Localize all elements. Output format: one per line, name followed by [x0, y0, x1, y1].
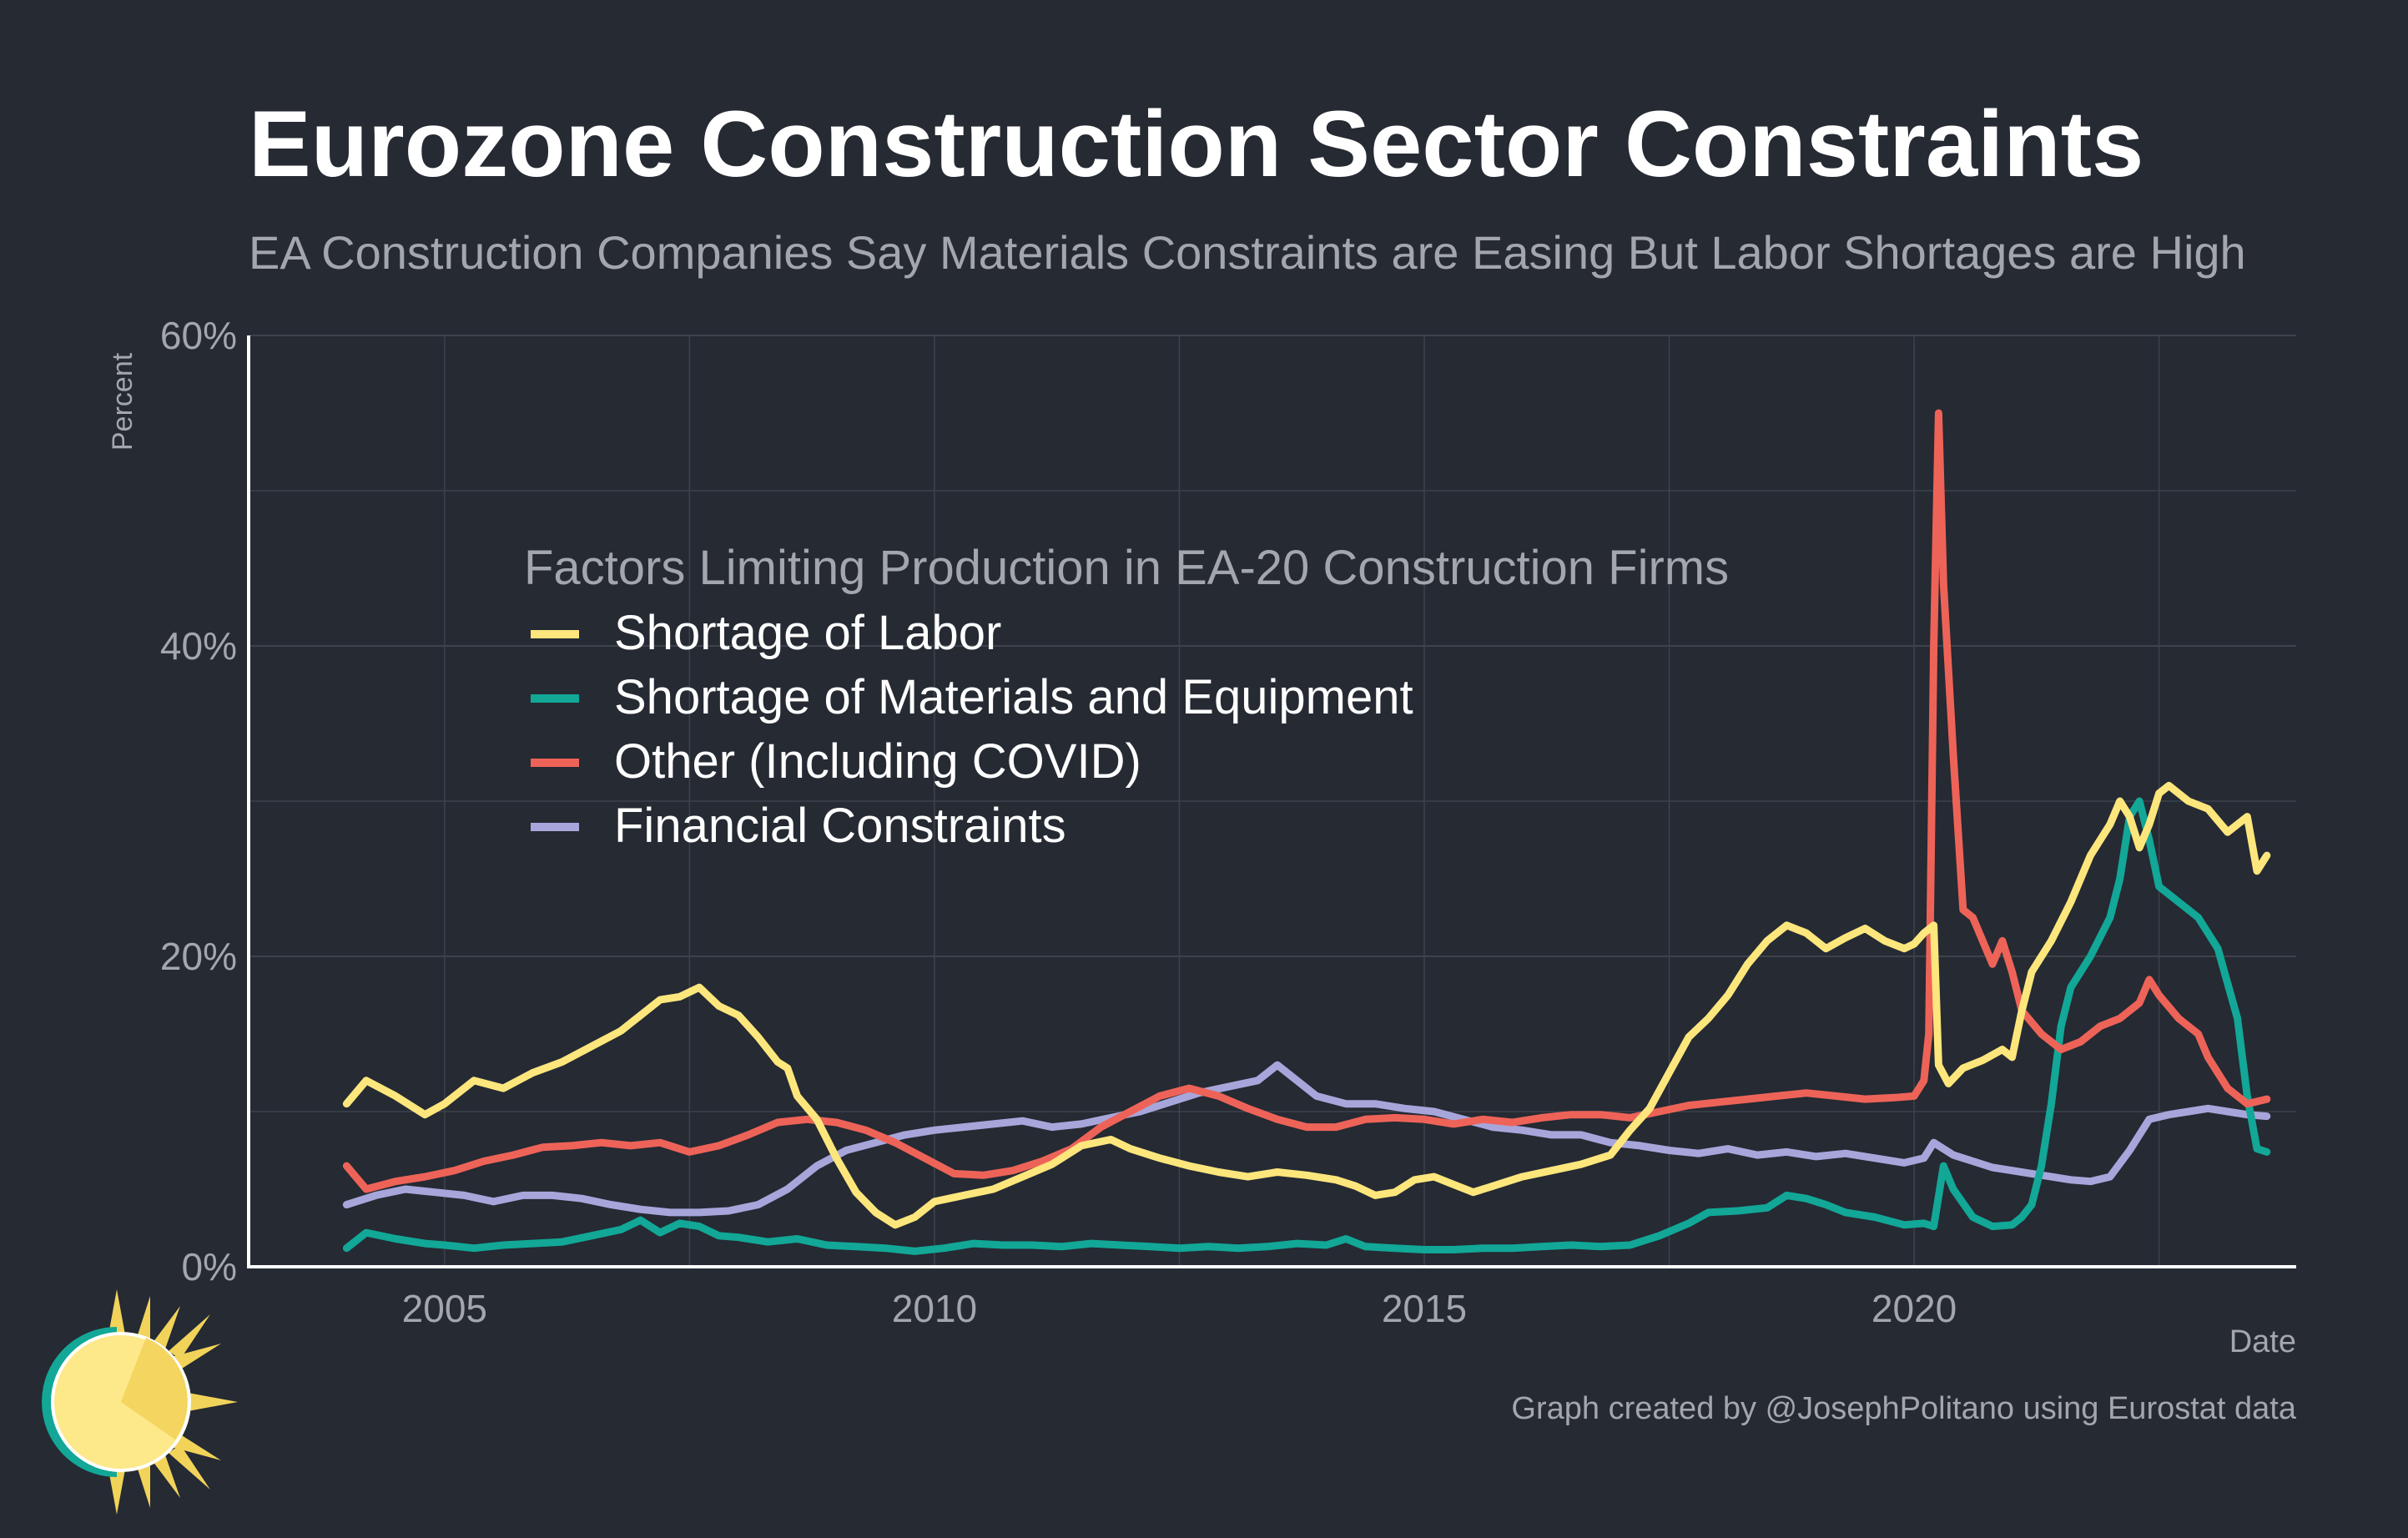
tick-labels: 0% 20% 40% 60% 2005 2010 2015 2020 — [160, 314, 1957, 1330]
legend: Factors Limiting Production in EA-20 Con… — [524, 541, 1729, 853]
series-line — [342, 781, 2271, 1229]
grid-lines — [249, 335, 2296, 1268]
series-lines — [342, 409, 2271, 1255]
x-tick-label: 2005 — [402, 1287, 487, 1330]
sun-logo-icon — [42, 1289, 238, 1515]
y-tick-label: 20% — [160, 935, 237, 978]
legend-label: Shortage of Labor — [614, 606, 1001, 660]
x-tick-label: 2010 — [892, 1287, 977, 1330]
legend-label: Financial Constraints — [614, 799, 1066, 853]
x-tick-label: 2015 — [1382, 1287, 1467, 1330]
series-line — [342, 409, 2271, 1193]
chart-title: Eurozone Construction Sector Constraints — [249, 92, 2144, 196]
y-axis-label: Percent — [107, 352, 139, 451]
legend-label: Shortage of Materials and Equipment — [614, 670, 1413, 724]
legend-label: Other (Including COVID) — [614, 734, 1141, 789]
y-tick-label: 0% — [182, 1245, 237, 1288]
series-line — [342, 1061, 2271, 1217]
x-tick-label: 2020 — [1871, 1287, 1957, 1330]
y-tick-label: 40% — [160, 624, 237, 668]
source-caption: Graph created by @JosephPolitano using E… — [1511, 1391, 2296, 1426]
x-axis-label: Date — [2229, 1324, 2296, 1359]
series-line — [342, 797, 2271, 1255]
axes — [247, 335, 2296, 1268]
chart-subtitle: EA Construction Companies Say Materials … — [249, 226, 2246, 279]
y-tick-label: 60% — [160, 314, 237, 357]
legend-title: Factors Limiting Production in EA-20 Con… — [524, 541, 1729, 595]
